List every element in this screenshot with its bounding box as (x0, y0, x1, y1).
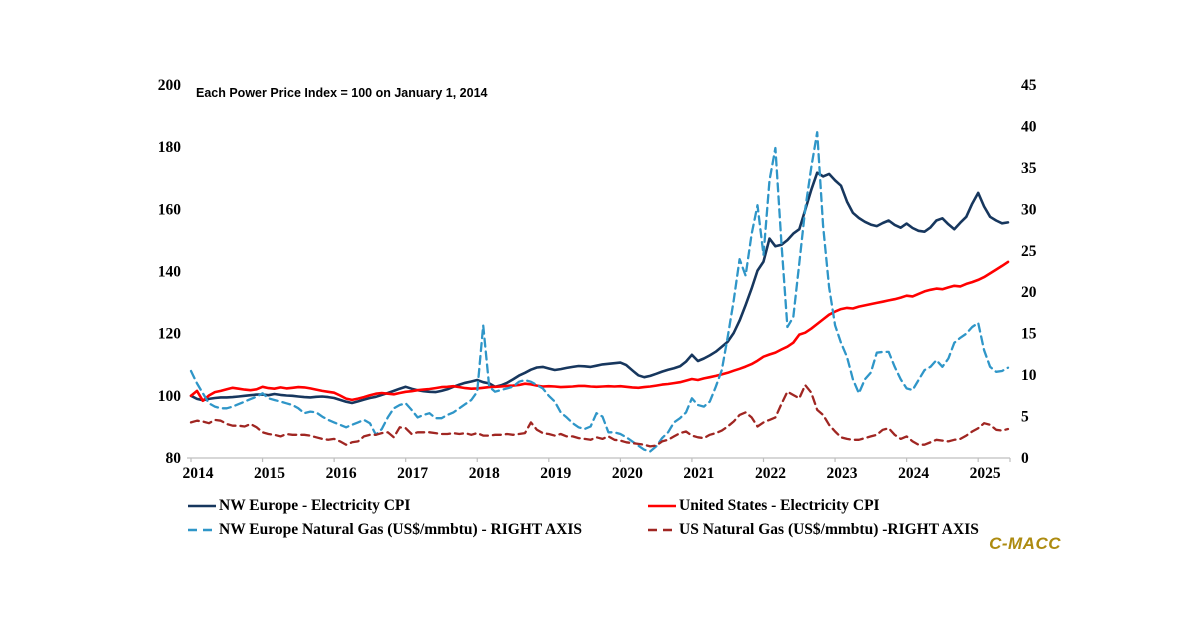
left-axis-tick-label: 80 (166, 450, 182, 467)
legend-item-nw-europe-gas: NW Europe Natural Gas (US$/mmbtu) - RIGH… (188, 521, 582, 539)
legend-item-nw-europe-electricity: NW Europe - Electricity CPI (188, 497, 410, 515)
x-axis-tick-label: 2023 (827, 465, 858, 482)
left-axis-tick-label: 120 (158, 326, 182, 343)
x-axis-tick-label: 2015 (254, 465, 285, 482)
right-axis-tick-label: 25 (1021, 243, 1037, 260)
x-axis-tick-label: 2020 (612, 465, 643, 482)
right-axis-tick-label: 40 (1021, 118, 1037, 135)
x-axis-tick-label: 2014 (183, 465, 214, 482)
right-axis-tick-label: 20 (1021, 284, 1037, 301)
us-gas-line-swatch (648, 528, 676, 532)
series-line-3 (189, 383, 1010, 448)
series-line-1 (189, 260, 1010, 403)
legend-item-us-gas: US Natural Gas (US$/mmbtu) -RIGHT AXIS (648, 521, 979, 539)
right-axis-tick-label: 15 (1021, 326, 1037, 343)
right-axis-tick-label: 10 (1021, 367, 1037, 384)
legend-label: US Natural Gas (US$/mmbtu) -RIGHT AXIS (679, 521, 979, 538)
right-axis-tick-label: 0 (1021, 450, 1029, 467)
x-axis-tick-label: 2018 (469, 465, 500, 482)
left-axis-tick-label: 160 (158, 201, 182, 218)
x-axis-tick-label: 2022 (755, 465, 786, 482)
x-axis-tick-label: 2017 (397, 465, 428, 482)
right-axis-tick-label: 35 (1021, 160, 1037, 177)
legend-label: United States - Electricity CPI (679, 497, 880, 514)
legend-item-us-electricity: United States - Electricity CPI (648, 497, 880, 515)
left-axis-tick-label: 100 (158, 388, 182, 405)
us-electricity-line-swatch (648, 504, 676, 508)
left-axis-tick-label: 180 (158, 139, 182, 156)
left-axis-tick-label: 200 (158, 77, 182, 94)
legend-label: NW Europe Natural Gas (US$/mmbtu) - RIGH… (219, 521, 583, 538)
series-line-2 (189, 131, 1010, 453)
nw-europe-electricity-line-swatch (188, 504, 216, 508)
right-axis-tick-label: 30 (1021, 201, 1037, 218)
chart-note: Each Power Price Index = 100 on January … (196, 86, 488, 100)
nw-europe-gas-line-swatch (188, 528, 216, 532)
x-axis-tick-label: 2025 (970, 465, 1001, 482)
x-axis-tick-label: 2024 (898, 465, 929, 482)
x-axis-tick-label: 2019 (540, 465, 571, 482)
right-axis-tick-label: 45 (1021, 77, 1037, 94)
cmacc-logo: C-MACC (989, 534, 1061, 553)
legend-label: NW Europe - Electricity CPI (219, 497, 411, 514)
right-axis-tick-label: 5 (1021, 409, 1029, 426)
x-axis-tick-label: 2021 (683, 465, 714, 482)
series-line-0 (189, 171, 1010, 405)
left-axis-tick-label: 140 (158, 264, 182, 281)
x-axis-tick-label: 2016 (326, 465, 357, 482)
